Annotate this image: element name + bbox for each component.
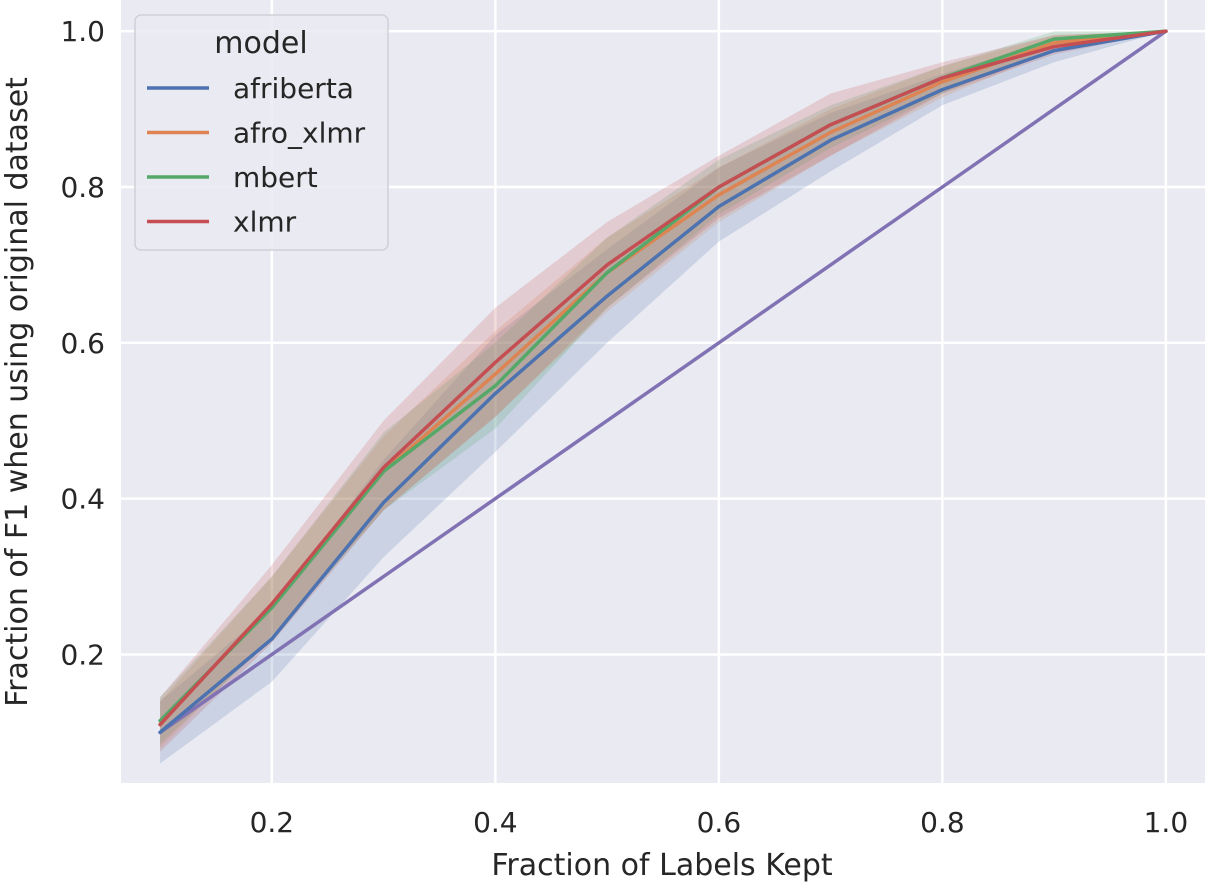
series-line-reference: [158, 29, 1168, 735]
y-axis-label: Fraction of F1 when using original datas…: [0, 77, 35, 707]
legend-label-xlmr: xlmr: [233, 206, 297, 239]
series-line-afriberta: [158, 29, 1168, 735]
x-tick-label: 0.8: [920, 806, 965, 839]
y-tick-labels: 0.2 0.4 0.6 0.8 1.0: [60, 15, 105, 671]
x-tick-label: 0.2: [250, 806, 295, 839]
legend-title: model: [214, 26, 307, 61]
legend-box: [134, 14, 389, 251]
x-tick-labels: 0.2 0.4 0.6 0.8 1.0: [250, 806, 1189, 839]
x-tick-label: 0.6: [697, 806, 742, 839]
y-tick-label: 0.8: [60, 171, 105, 204]
x-axis-label: Fraction of Labels Kept: [491, 848, 833, 883]
legend-label-afriberta: afriberta: [233, 72, 354, 105]
series-lines: [158, 29, 1168, 735]
legend-label-afro_xlmr: afro_xlmr: [233, 117, 366, 150]
series-line-mbert: [158, 29, 1168, 723]
y-tick-label: 0.2: [60, 638, 105, 671]
series-line-xlmr: [158, 29, 1168, 727]
y-tick-label: 1.0: [60, 15, 105, 48]
x-tick-label: 1.0: [1144, 806, 1189, 839]
y-tick-label: 0.6: [60, 327, 105, 360]
y-tick-label: 0.4: [60, 483, 105, 516]
legend-label-mbert: mbert: [233, 161, 318, 194]
x-tick-label: 0.4: [473, 806, 518, 839]
